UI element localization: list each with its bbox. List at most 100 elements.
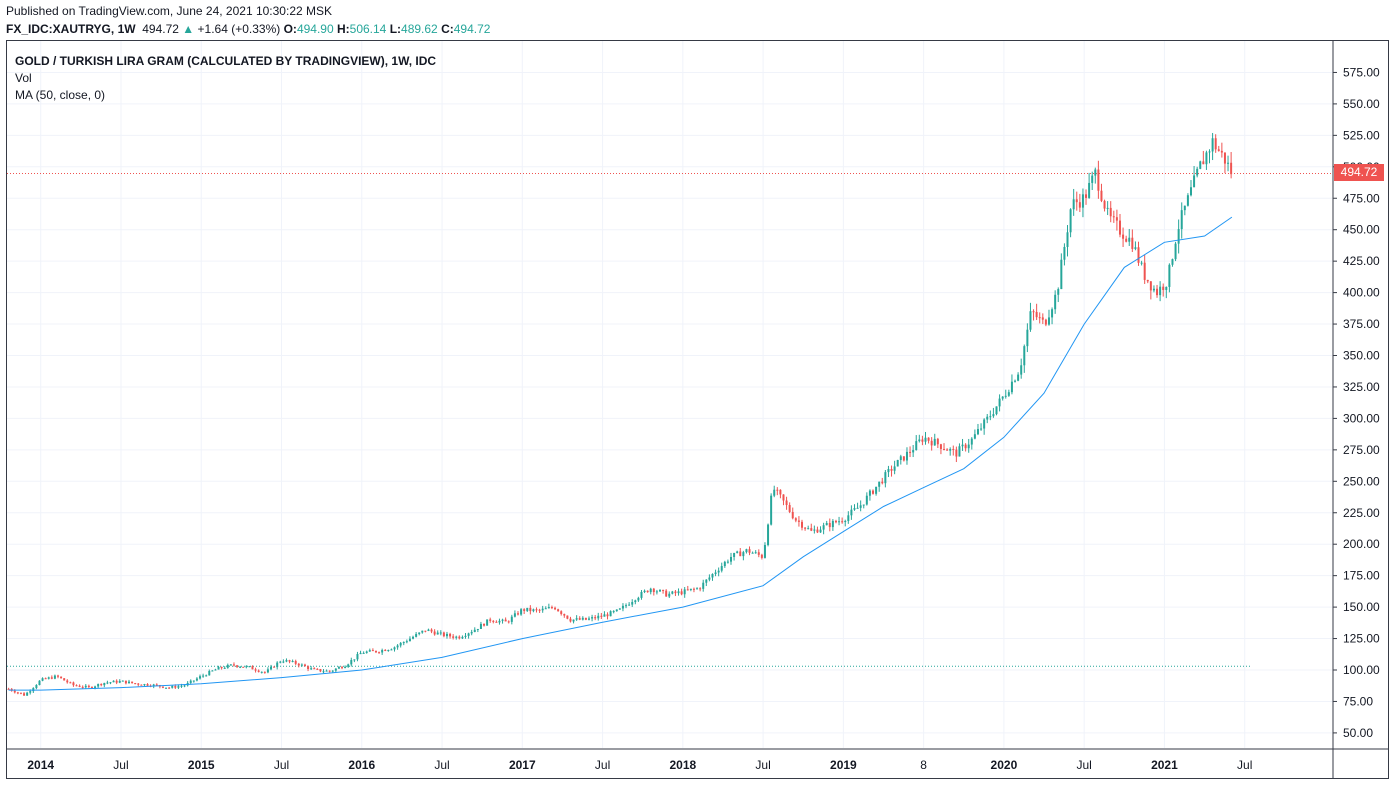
candle-body [467, 633, 470, 636]
candle-body [461, 636, 464, 639]
candle-body [1041, 317, 1044, 320]
time-axis: 2014 Jul 2015 Jul 2016 Jul 2017 Jul 2018 Jul 2019 8… [7, 748, 1388, 772]
legend-ma[interactable]: MA (50, close, 0) [15, 88, 106, 102]
candle-body [371, 650, 374, 652]
candle-body [544, 608, 547, 610]
price-change: +1.64 (+0.33%) [197, 22, 281, 36]
candle-body [362, 652, 365, 654]
candle-body [980, 428, 983, 430]
candle-body [983, 419, 986, 429]
candle-body [291, 661, 294, 663]
candle-body [270, 666, 273, 670]
candle-body [455, 636, 458, 638]
candle-body [1029, 311, 1032, 330]
candle-body [566, 615, 569, 619]
candle-body [464, 635, 467, 637]
candle-body [112, 680, 115, 683]
candle-body [239, 666, 242, 668]
candle-body [251, 666, 254, 670]
candle-body [217, 666, 220, 670]
candle-body [303, 664, 306, 667]
candle-body [476, 628, 479, 630]
symbol-label[interactable]: FX_IDC:XAUTRYG, 1W [6, 22, 136, 36]
candle-body [807, 528, 810, 530]
candle-body [276, 662, 279, 668]
candle-body [1097, 169, 1100, 191]
high-label: H: [336, 22, 350, 36]
candle-body [686, 589, 689, 591]
candle-body [257, 670, 260, 672]
candle-body [69, 682, 72, 684]
candle-body [547, 607, 550, 609]
candle-body [174, 686, 177, 688]
candle-body [1014, 380, 1017, 382]
candle-body [1020, 365, 1023, 375]
candle-body [748, 549, 751, 553]
candle-body [841, 521, 844, 523]
candle-body [177, 686, 180, 688]
candle-body [538, 609, 541, 611]
candle-body [1193, 175, 1196, 188]
candle-body [384, 649, 387, 651]
candle-body [532, 609, 535, 612]
quote-line: FX_IDC:XAUTRYG, 1W 494.72 ▲ +1.64 (+0.33… [6, 22, 490, 36]
candle-body [674, 591, 677, 594]
candle-body [128, 681, 131, 684]
candle-body [387, 649, 390, 651]
candle-body [625, 605, 628, 607]
candle-body [202, 675, 205, 677]
up-arrow-icon: ▲ [182, 22, 195, 36]
candle-body [677, 591, 680, 594]
candle-body [510, 616, 513, 622]
candle-body [415, 634, 418, 637]
candle-body [921, 439, 924, 442]
candle-body [868, 490, 871, 496]
candle-body [1208, 151, 1211, 153]
candle-body [905, 451, 908, 461]
candle-body [16, 692, 19, 694]
candle-body [992, 414, 995, 417]
price-tick-label: 400.00 [1343, 286, 1380, 300]
candle-body [353, 659, 356, 661]
candle-body [680, 591, 683, 595]
legend-title[interactable]: GOLD / TURKISH LIRA GRAM (CALCULATED BY … [15, 54, 437, 68]
candle-body [591, 617, 594, 619]
time-tick-label: 2015 [188, 758, 215, 772]
candle-body [1140, 262, 1143, 264]
candle-body [1152, 288, 1155, 291]
candle-body [658, 589, 661, 592]
candle-body [1032, 311, 1035, 313]
candle-body [297, 663, 300, 666]
candle-body [915, 441, 918, 451]
candle-body [594, 617, 597, 619]
chart-frame [6, 40, 1389, 779]
candle-body [825, 522, 828, 526]
candle-body [1069, 209, 1072, 233]
legend: GOLD / TURKISH LIRA GRAM (CALCULATED BY … [15, 53, 436, 104]
candle-body [183, 685, 186, 687]
candle-body [504, 619, 507, 622]
candle-body [884, 472, 887, 484]
candle-body [260, 671, 263, 673]
candle-body [334, 668, 337, 671]
candle-body [161, 686, 164, 688]
candle-body [520, 609, 523, 615]
candle-body [118, 680, 121, 683]
candle-body [961, 444, 964, 447]
open-value: 494.90 [296, 22, 334, 36]
candle-body [606, 614, 609, 617]
candle-body [828, 522, 831, 528]
candle-body [282, 661, 285, 663]
candle-body [7, 688, 10, 690]
reference-line [7, 172, 1333, 667]
price-tick-label: 275.00 [1343, 443, 1380, 457]
legend-vol[interactable]: Vol [15, 71, 32, 85]
candle-body [726, 561, 729, 563]
candle-body [1149, 281, 1152, 291]
candle-body [1066, 232, 1069, 247]
candle-body [689, 588, 692, 590]
candle-body [473, 629, 476, 632]
candle-body [137, 683, 140, 685]
candle-body [1202, 161, 1205, 165]
